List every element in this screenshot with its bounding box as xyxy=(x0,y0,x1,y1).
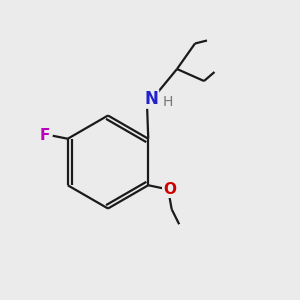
Text: F: F xyxy=(40,128,50,143)
Text: O: O xyxy=(163,182,176,197)
Text: N: N xyxy=(145,90,158,108)
Text: H: H xyxy=(163,95,173,109)
